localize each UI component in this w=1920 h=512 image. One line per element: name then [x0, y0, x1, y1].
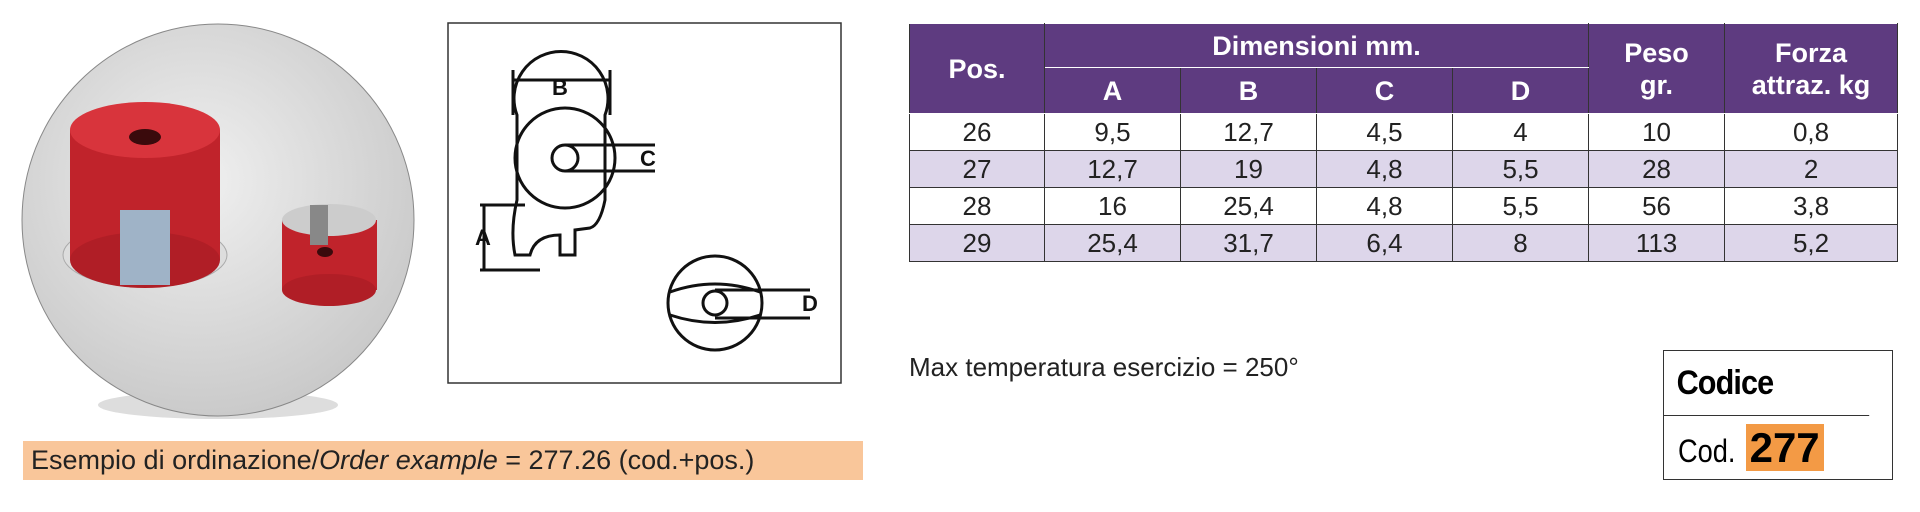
big-magnet — [62, 102, 228, 288]
header-cell: Peso gr. — [1588, 23, 1726, 114]
table-cell: 12,7 — [1180, 113, 1317, 151]
header-line: Forza — [1775, 37, 1848, 68]
table-cell: 4 — [1451, 113, 1590, 151]
order-example: Esempio di ordinazione/Order example = 2… — [23, 441, 863, 480]
table-row: 29 25,4 31,7 6,4 8 113 5,2 — [909, 224, 1899, 262]
table-cell: 4,8 — [1316, 187, 1453, 225]
table-cell: 28 — [1588, 150, 1726, 188]
table-cell: 4,5 — [1316, 113, 1453, 151]
order-text: Esempio di ordinazione/ — [31, 445, 320, 475]
header-line: Peso — [1624, 37, 1689, 68]
table-row: 28 16 25,4 4,8 5,5 56 3,8 — [909, 187, 1899, 225]
table-cell: 113 — [1588, 224, 1726, 262]
code-title: Codice — [1664, 351, 1870, 416]
header-cell: A — [1044, 67, 1181, 114]
table-cell: 29 — [909, 224, 1045, 262]
table-cell: 31,7 — [1180, 224, 1317, 262]
table-row: 26 9,5 12,7 4,5 4 10 0,8 — [909, 113, 1899, 151]
header-cell: Pos. — [909, 23, 1045, 114]
table-cell: 5,5 — [1451, 187, 1590, 225]
diagram-label: A — [475, 225, 491, 250]
table-cell: 25,4 — [1180, 187, 1317, 225]
code-line: Cod. 277 — [1664, 416, 1892, 480]
table-cell: 27 — [909, 150, 1045, 188]
table-cell: 6,4 — [1316, 224, 1453, 262]
illustrations: B C A D — [21, 22, 842, 419]
dimensions-table: Pos. Dimensioni mm. Peso gr. Forza attraz.… — [909, 23, 1899, 262]
table-cell: 28 — [909, 187, 1045, 225]
table-cell: 19 — [1180, 150, 1317, 188]
note: Max temperatura esercizio = 250° — [909, 352, 1299, 382]
table-cell: 0,8 — [1724, 113, 1899, 151]
table-cell: 16 — [1044, 187, 1181, 225]
header-cell: Forza attraz. kg — [1724, 23, 1899, 114]
table-cell: 5,5 — [1451, 150, 1590, 188]
table-cell: 8 — [1451, 224, 1590, 262]
table-cell: 2 — [1724, 150, 1899, 188]
header-line: attraz. kg — [1751, 69, 1871, 100]
header-line: gr. — [1640, 69, 1674, 100]
order-text-italic: Order example — [319, 445, 498, 475]
table-cell: 56 — [1588, 187, 1726, 225]
table-cell: 5,2 — [1724, 224, 1899, 262]
table-row: 27 12,7 19 4,8 5,5 28 2 — [909, 150, 1899, 188]
drawing-frame — [447, 22, 842, 384]
diagram-label: B — [552, 75, 568, 100]
table-cell: 3,8 — [1724, 187, 1899, 225]
table-cell: 26 — [909, 113, 1045, 151]
table-cell: 10 — [1588, 113, 1726, 151]
code-value: 277 — [1745, 424, 1824, 471]
header-cell: B — [1180, 67, 1317, 114]
table-cell: 12,7 — [1044, 150, 1181, 188]
diagram-label: D — [802, 291, 818, 316]
small-magnet — [282, 204, 377, 306]
table-cell: 9,5 — [1044, 113, 1181, 151]
header-cell: Dimensioni mm. — [1043, 23, 1590, 68]
technical-drawing — [480, 49, 810, 352]
header-cell: D — [1451, 67, 1590, 114]
code-prefix: Cod. — [1678, 433, 1736, 469]
diagram-label: C — [640, 146, 656, 171]
code-box: Codice Cod. 277 — [1663, 350, 1893, 480]
order-text: = 277.26 (cod.+pos.) — [497, 445, 755, 475]
table-cell: 25,4 — [1044, 224, 1181, 262]
table-cell: 4,8 — [1316, 150, 1453, 188]
header-cell: C — [1316, 67, 1453, 114]
